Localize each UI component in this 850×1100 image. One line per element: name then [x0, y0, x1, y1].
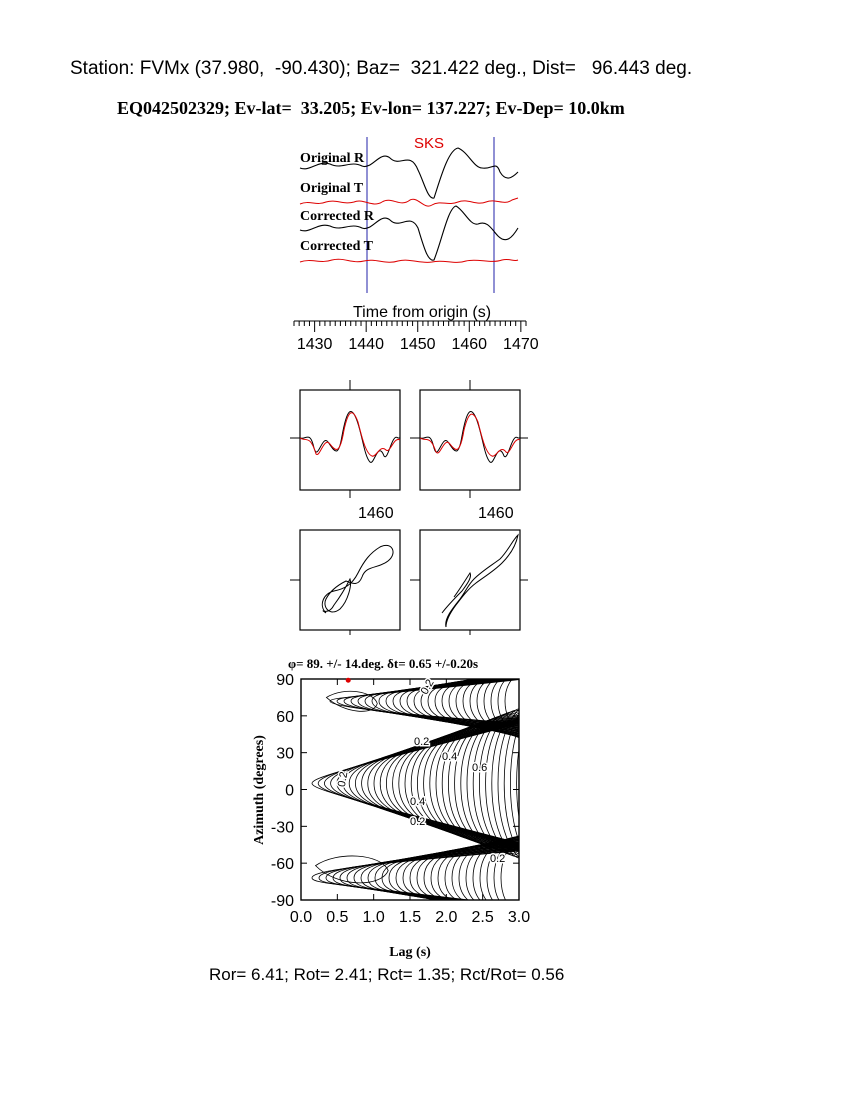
contour-line [500, 837, 519, 900]
particle-motion-right [410, 529, 528, 635]
waveform-tick-label-left: 1460 [358, 505, 394, 522]
x-tick-label: 0.0 [290, 909, 312, 926]
x-tick-label: 1.5 [399, 909, 421, 926]
original-t-trace [299, 197, 519, 207]
time-tick-label: 1450 [400, 336, 436, 353]
contour-label: 0.2 [336, 771, 350, 788]
particle-motion-left [290, 529, 401, 635]
x-tick-label: 2.5 [472, 909, 494, 926]
contour-label: 0.2 [490, 853, 505, 865]
contour-line [469, 679, 519, 737]
station-info: Station: FVMx (37.980, -90.430); Baz= 32… [70, 58, 693, 79]
y-tick-label: 0 [285, 783, 294, 800]
waveform-left-black [299, 411, 400, 463]
contour-line [486, 835, 519, 900]
x-axis-label: Lag (s) [389, 945, 431, 960]
time-tick-label: 1460 [451, 336, 487, 353]
y-axis-ticks: 90 60 30 0 -30 -60 -90 [271, 672, 519, 910]
time-tick-label: 1440 [348, 336, 384, 353]
corrected-r-trace [299, 205, 519, 261]
particle-motion-left-path [321, 545, 394, 614]
x-tick-label: 0.5 [326, 909, 348, 926]
y-tick-label: -90 [271, 893, 294, 910]
y-axis-label: Azimuth (degrees) [252, 735, 267, 845]
phase-label: SKS [414, 135, 444, 152]
particle-motion-panels [290, 529, 528, 635]
waveform-panel-left [290, 380, 401, 498]
contour-label: 0.4 [410, 796, 425, 808]
contour-label: 0.2 [419, 677, 437, 696]
waveform-panels: 1460 1460 [290, 380, 528, 522]
contour-line [472, 836, 519, 900]
x-tick-label: 3.0 [508, 909, 530, 926]
contour-line [325, 690, 378, 712]
trace-label-original-t: Original T [300, 181, 364, 196]
waveform-right-black [419, 411, 520, 463]
x-tick-label: 2.0 [435, 909, 457, 926]
grid-search-title: φ= 89. +/- 14.deg. δt= 0.65 +/-0.20s [288, 656, 478, 671]
trace-label-corrected-t: Corrected T [300, 239, 374, 254]
contour-lines [311, 679, 519, 900]
time-axis-ticks: 1430 1440 1450 1460 1470 [293, 321, 539, 353]
contour-line [361, 721, 519, 846]
contour-labels: 0.2 0.4 0.6 0.2 0.4 0.2 0.2 0.2 [334, 676, 506, 867]
particle-motion-right-path [441, 533, 519, 628]
contour-line [458, 837, 519, 900]
y-tick-label: 60 [276, 709, 294, 726]
x-axis-ticks: 0.0 0.5 1.0 1.5 2.0 2.5 3.0 [290, 679, 530, 926]
contour-line [476, 679, 519, 738]
time-tick-label: 1430 [297, 336, 333, 353]
waveform-panel-right [410, 380, 528, 498]
original-r-trace [299, 147, 519, 199]
contour-line [503, 713, 519, 854]
contour-label: 0.6 [472, 762, 487, 774]
waveform-right-red [419, 413, 521, 457]
contour-line [493, 835, 519, 900]
corrected-t-trace [299, 258, 519, 263]
y-tick-label: -60 [271, 856, 294, 873]
contour-line [392, 720, 519, 847]
contour-line [455, 679, 519, 736]
trace-plot: SKS Original R Original T Corrected R Co… [293, 135, 539, 353]
contour-line [504, 679, 519, 734]
y-tick-label: -30 [271, 819, 294, 836]
y-tick-label: 30 [276, 746, 294, 763]
trace-label-original-r: Original R [300, 151, 365, 166]
best-fit-marker [345, 677, 351, 683]
contour-line [509, 724, 519, 843]
event-info: EQ042502329; Ev-lat= 33.205; Ev-lon= 137… [117, 98, 625, 118]
x-tick-label: 1.0 [363, 909, 385, 926]
ratios-line: Ror= 6.41; Rot= 2.41; Rct= 1.35; Rct/Rot… [209, 965, 565, 984]
time-axis-label: Time from origin (s) [353, 304, 491, 321]
contour-line [490, 679, 519, 739]
contour-label: 0.2 [414, 736, 429, 748]
contour-line [465, 837, 519, 900]
trace-label-corrected-r: Corrected R [300, 209, 375, 224]
contour-line [462, 679, 519, 737]
contour-line [479, 836, 519, 900]
contour-line [416, 719, 519, 848]
contour-line [483, 679, 519, 739]
time-tick-label: 1470 [503, 336, 539, 353]
y-tick-label: 90 [276, 672, 294, 689]
contour-label: 0.4 [442, 751, 457, 763]
contour-line [497, 709, 519, 858]
grid-search-plot: φ= 89. +/- 14.deg. δt= 0.65 +/-0.20s 0.2… [252, 656, 530, 960]
contour-label: 0.2 [410, 816, 425, 828]
contour-line [379, 720, 519, 846]
waveform-tick-label-right: 1460 [478, 505, 514, 522]
contour-line [314, 855, 389, 884]
contour-line [516, 747, 519, 820]
waveform-left-red [299, 412, 401, 457]
